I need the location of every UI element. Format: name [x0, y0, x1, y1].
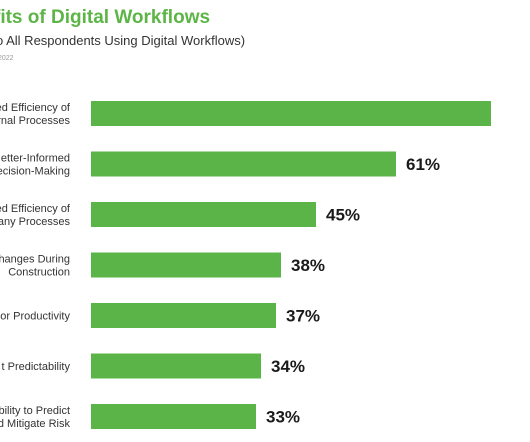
category-label: rnal Processes [0, 115, 70, 127]
value-label: 37% [286, 307, 320, 326]
category-label: d Mitigate Risk [0, 418, 70, 430]
category-label: bility to Predict [0, 405, 70, 417]
value-label: 45% [326, 206, 360, 225]
category-label: or Productivity [0, 311, 70, 323]
category-label: ed Efficiency of [0, 203, 71, 215]
bar [91, 202, 316, 227]
bar [91, 303, 276, 328]
category-label: etter-Informed [1, 153, 70, 165]
bar [91, 252, 281, 278]
value-label: 38% [291, 256, 325, 275]
value-label: 34% [271, 357, 305, 376]
chart-title: fits of Digital Workflows [0, 7, 211, 28]
category-label: t Predictability [2, 361, 71, 373]
category-label: Changes During [0, 254, 70, 266]
bar [91, 353, 261, 379]
value-label: 61% [406, 155, 440, 174]
category-label: ed Efficiency of [0, 102, 71, 114]
chart-source-note: 2022 [0, 55, 14, 62]
bar [91, 151, 396, 177]
value-label: 33% [266, 408, 300, 427]
category-label: Construction [8, 267, 70, 279]
category-label: ecision-Making [0, 166, 70, 178]
category-label: pany Processes [0, 216, 70, 228]
bar [91, 404, 256, 429]
chart-subtitle: o All Respondents Using Digital Workflow… [0, 33, 246, 48]
bar [91, 101, 491, 126]
